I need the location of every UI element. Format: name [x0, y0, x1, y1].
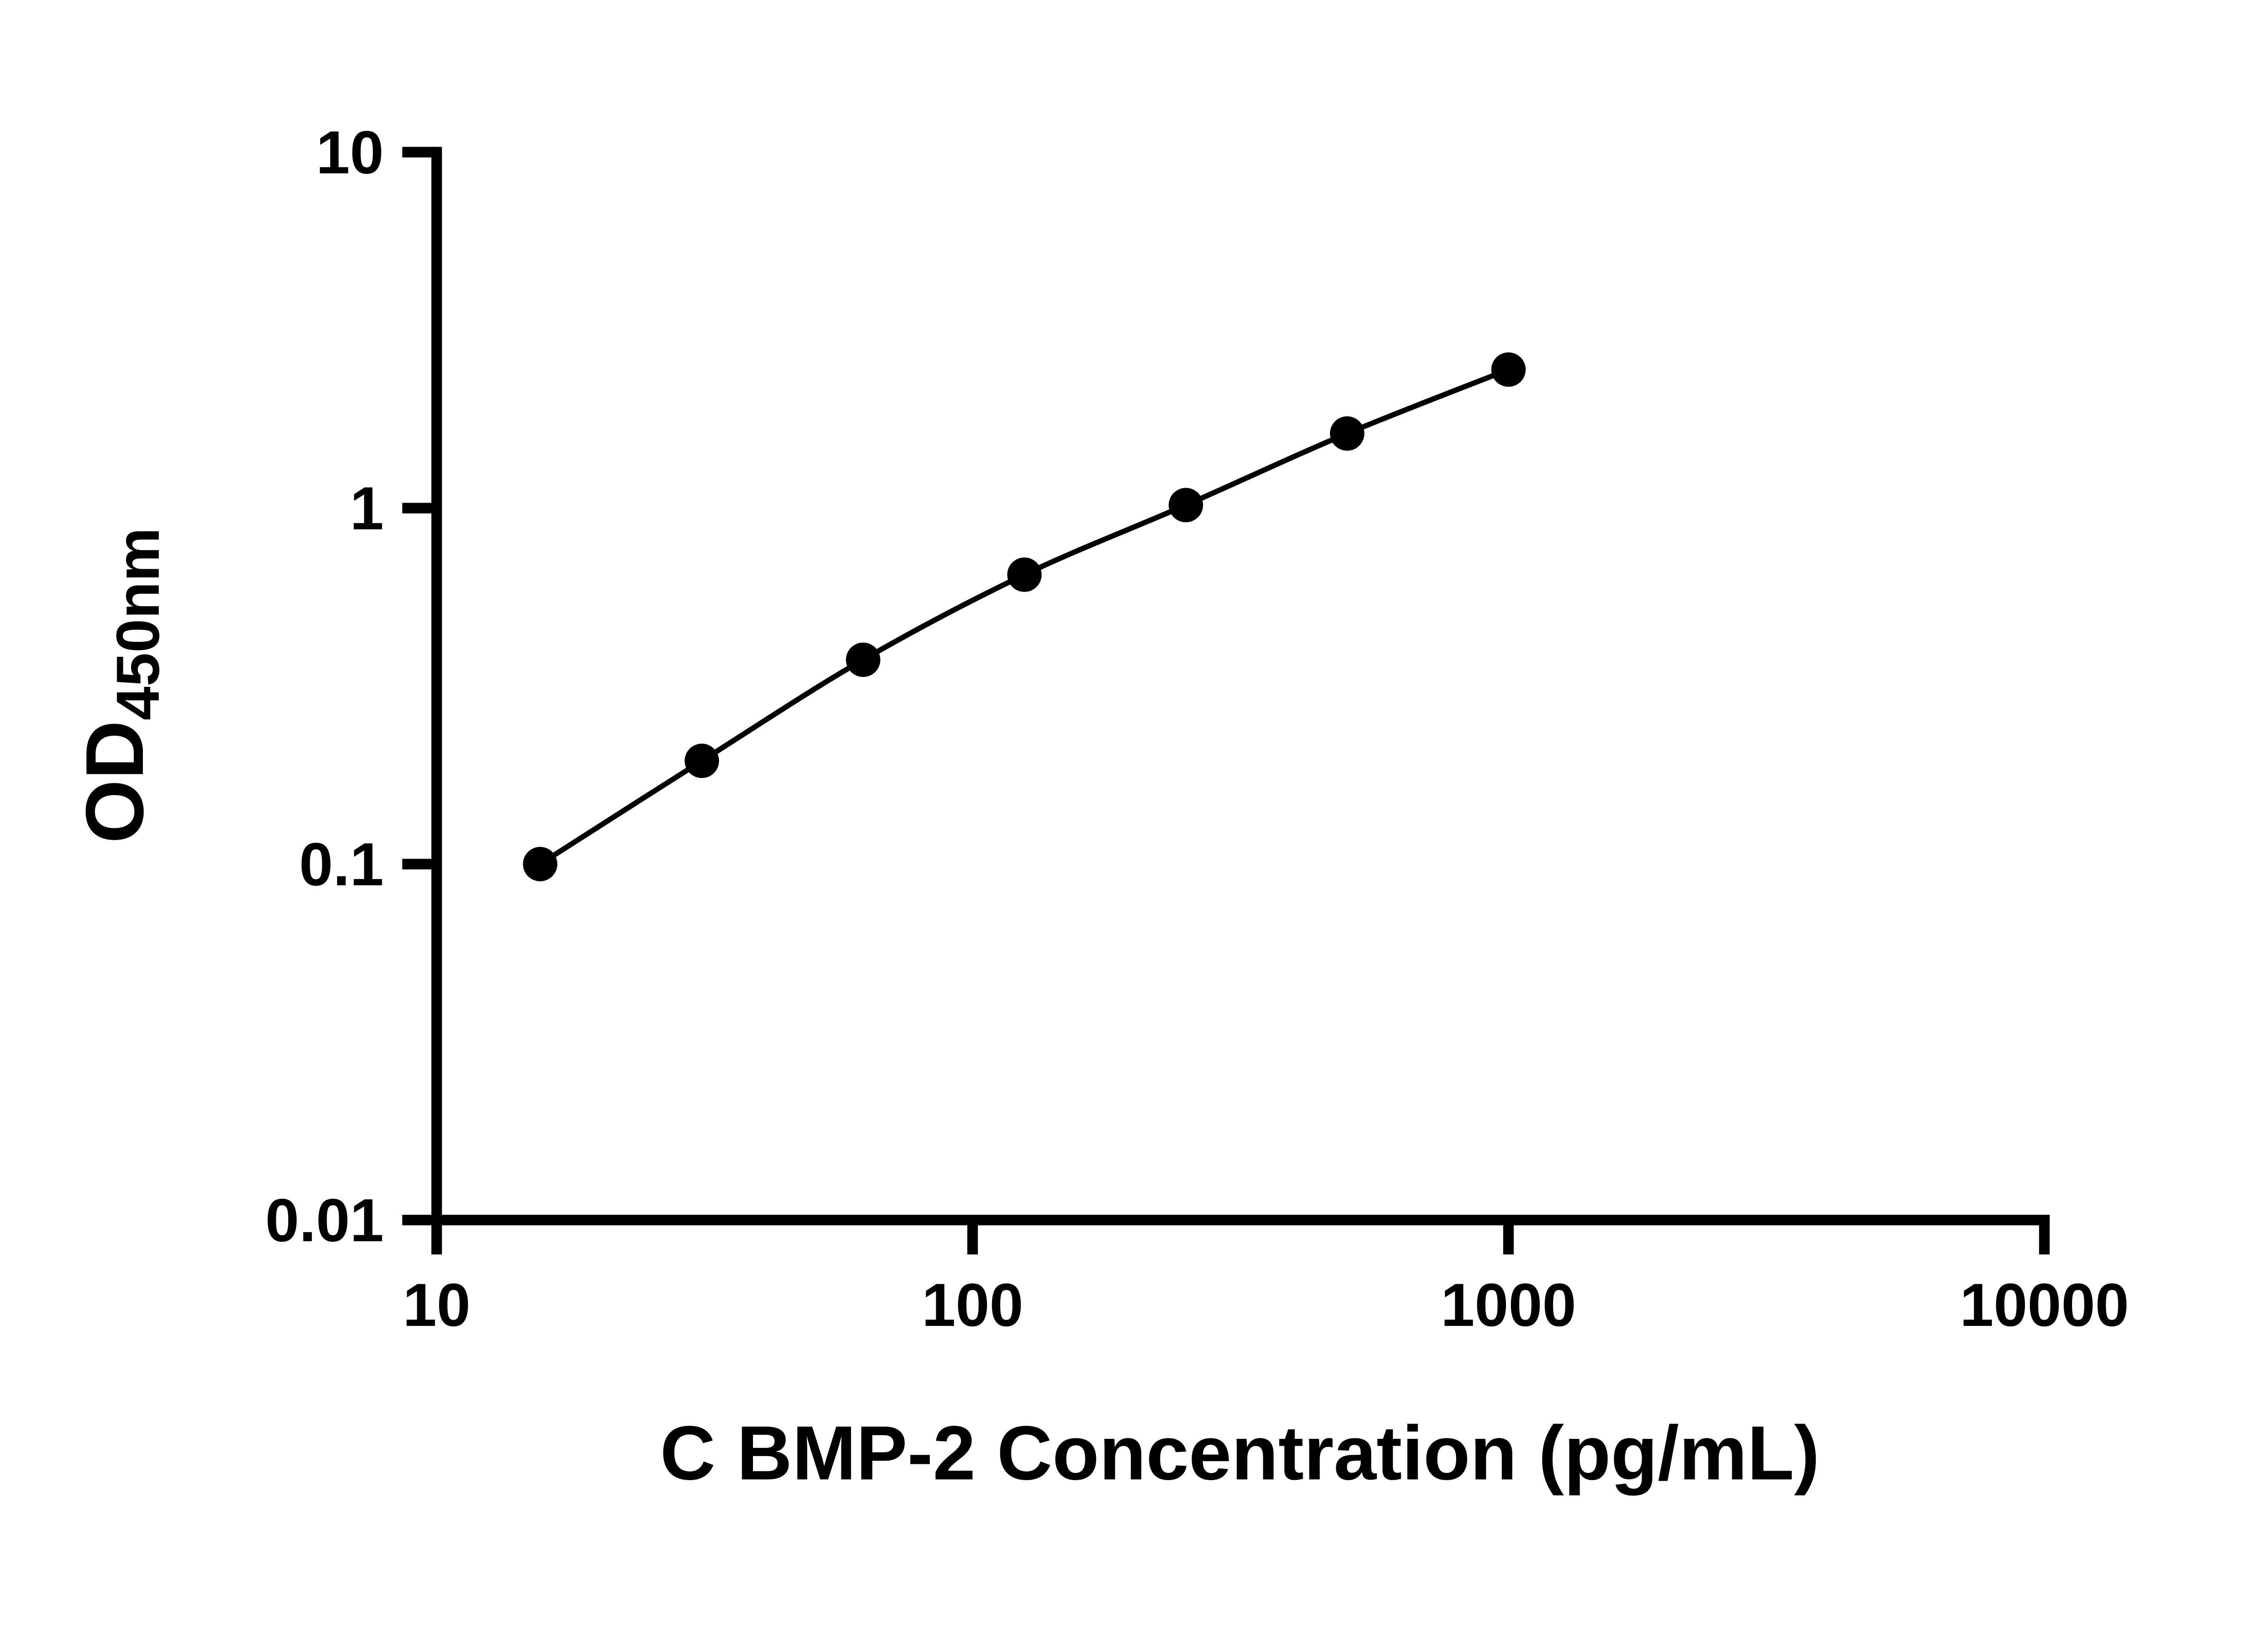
y-tick-label: 0.01 — [265, 1187, 384, 1254]
x-tick-label: 100 — [922, 1271, 1023, 1339]
data-point — [1168, 488, 1203, 523]
elisa-standard-curve-chart: 10 100 1000 10000 10 1 0.1 0.01 C BMP-2 … — [69, 119, 2129, 1496]
data-point — [684, 743, 719, 778]
axis-spines — [431, 147, 2050, 1226]
y-tick-label: 10 — [316, 119, 384, 186]
y-tick-label: 0.1 — [299, 831, 384, 899]
x-axis-title: C BMP-2 Concentration (pg/mL) — [660, 1410, 1819, 1496]
x-axis-tick-labels: 10 100 1000 10000 — [403, 1271, 2129, 1339]
x-tick-label: 10 — [403, 1271, 470, 1339]
x-tick-label: 10000 — [1960, 1271, 2129, 1339]
data-point — [1491, 352, 1526, 387]
data-point — [1330, 416, 1364, 451]
y-axis-title-subscript: 450nm — [104, 528, 172, 720]
data-points — [523, 352, 1526, 881]
fit-curve — [537, 367, 1511, 867]
y-axis-tick-labels: 10 1 0.1 0.01 — [265, 119, 384, 1254]
x-tick-label: 1000 — [1441, 1271, 1576, 1339]
data-point — [846, 642, 880, 677]
y-axis-ticks — [402, 147, 437, 1226]
figure: 10 100 1000 10000 10 1 0.1 0.01 C BMP-2 … — [69, 119, 2129, 1496]
x-axis-ticks — [431, 1220, 2050, 1255]
y-tick-label: 1 — [350, 475, 384, 543]
y-axis-title: OD450nm — [69, 528, 172, 843]
data-point — [523, 846, 557, 881]
data-point — [1007, 557, 1042, 592]
y-axis-title-main: OD — [69, 720, 161, 843]
